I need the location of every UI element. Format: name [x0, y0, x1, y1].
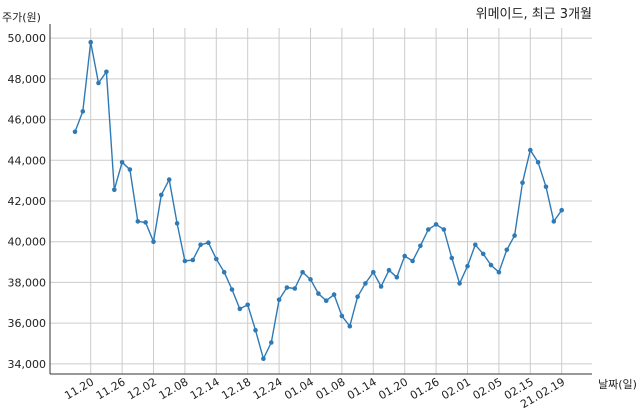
data-point — [433, 222, 439, 227]
axes — [49, 24, 592, 375]
chart-title: 위메이드, 최근 3개월 — [476, 7, 592, 22]
data-point — [410, 258, 415, 264]
data-point — [237, 306, 243, 312]
data-point — [347, 323, 353, 329]
x-axis-label: 날짜(일) — [598, 377, 637, 391]
data-point — [488, 262, 494, 268]
data-point — [284, 285, 290, 290]
data-point — [504, 247, 510, 253]
data-point — [480, 251, 486, 257]
y-tick-label: 50,000 — [8, 32, 47, 45]
data-point — [174, 221, 180, 226]
y-axis-label: 주가(원) — [2, 11, 41, 24]
x-tick-label: 12.14 — [188, 375, 222, 402]
data-point — [151, 239, 156, 244]
data-point — [394, 275, 400, 280]
data-point — [441, 227, 447, 232]
x-tick-label: 11.26 — [94, 375, 128, 402]
data-point — [72, 129, 78, 135]
data-point — [308, 277, 313, 282]
data-point — [104, 69, 109, 75]
data-point — [182, 258, 188, 264]
x-tick-label: 01.04 — [282, 375, 316, 402]
y-tick-label: 42,000 — [8, 195, 47, 208]
data-point — [551, 219, 557, 224]
data-point — [323, 298, 329, 304]
data-point — [253, 327, 258, 333]
data-point — [135, 219, 141, 224]
data-point — [119, 160, 125, 165]
data-point — [378, 284, 384, 289]
series-layer — [72, 39, 564, 362]
data-point — [143, 220, 148, 225]
data-point — [269, 340, 274, 345]
data-point — [159, 192, 164, 198]
data-point — [496, 269, 502, 275]
data-point — [214, 256, 219, 262]
data-point — [543, 184, 549, 190]
data-point — [261, 356, 266, 362]
data-point — [198, 242, 203, 248]
data-point — [473, 242, 478, 248]
x-tick-label: 11.20 — [62, 375, 96, 402]
data-point — [276, 297, 282, 303]
data-point — [229, 287, 235, 292]
data-point — [465, 263, 470, 269]
grid — [50, 28, 592, 374]
x-tick-label: 12.08 — [157, 375, 191, 402]
y-tick-label: 38,000 — [8, 276, 47, 289]
data-point — [190, 257, 196, 263]
x-tick-label: 12.24 — [251, 375, 285, 402]
x-tick-label: 02.05 — [471, 375, 505, 402]
data-point — [426, 227, 431, 232]
data-point — [355, 294, 360, 300]
y-tick-label: 44,000 — [8, 154, 47, 167]
data-point — [127, 167, 133, 172]
data-point — [418, 243, 423, 249]
data-point — [559, 207, 564, 213]
data-point — [535, 160, 541, 165]
data-point — [457, 281, 462, 286]
data-point — [520, 180, 525, 185]
data-point — [96, 80, 101, 86]
x-tick-label: 12.18 — [219, 375, 253, 402]
y-tick-label: 34,000 — [8, 358, 47, 371]
data-point — [112, 187, 117, 193]
data-point — [331, 292, 337, 297]
data-point — [300, 269, 305, 275]
data-point — [449, 255, 455, 261]
y-tick-label: 40,000 — [8, 236, 47, 249]
data-point — [245, 302, 250, 308]
x-tick-label: 02.01 — [439, 375, 473, 402]
data-point — [206, 240, 211, 245]
data-point — [166, 177, 172, 182]
x-tick-label: 01.26 — [408, 375, 442, 402]
series-line — [74, 41, 563, 360]
tick-labels: 34,000 36,000 38,000 40,000 42,000 44,000 46,0… — [8, 32, 568, 411]
x-tick-label: 01.14 — [345, 375, 379, 402]
data-point — [316, 291, 321, 296]
data-point — [339, 313, 345, 319]
data-point — [221, 269, 227, 275]
y-tick-label: 48,000 — [8, 73, 47, 86]
data-point — [371, 269, 376, 275]
x-tick-label: 01.20 — [376, 375, 410, 402]
data-point — [80, 109, 86, 114]
data-point — [363, 281, 368, 286]
y-tick-label: 46,000 — [8, 114, 47, 127]
data-point — [402, 253, 408, 259]
data-point — [512, 233, 517, 238]
data-point — [292, 286, 298, 291]
y-tick-label: 36,000 — [8, 317, 47, 330]
x-tick-label: 01.08 — [314, 375, 348, 402]
x-tick-label: 12.02 — [125, 375, 159, 402]
data-point — [528, 147, 533, 153]
data-point — [88, 39, 93, 45]
data-point — [386, 267, 392, 273]
